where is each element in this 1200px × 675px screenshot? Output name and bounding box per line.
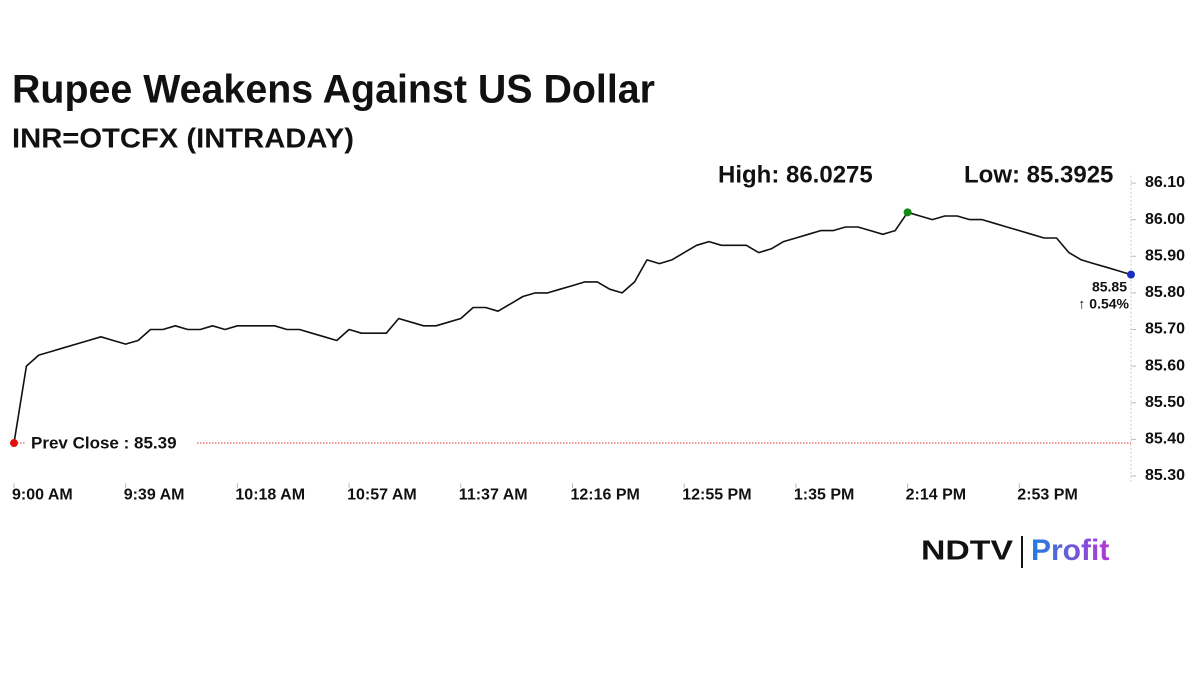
x-tick-label: 12:55 PM [682,487,751,504]
high-annotation: High: 86.0275 [718,161,873,188]
x-tick-label: 1:35 PM [794,487,854,504]
low-annotation: Low: 85.3925 [964,161,1113,188]
y-tick-label: 85.40 [1145,431,1185,448]
end-marker [1127,270,1135,279]
chart-subtitle: INR=OTCFX (INTRADAY) [12,122,354,153]
x-tick-label: 10:18 AM [235,487,305,504]
x-tick-label: 11:37 AM [459,487,528,504]
y-tick-label: 85.50 [1145,394,1185,411]
y-tick-label: 85.60 [1145,357,1185,374]
y-tick-label: 86.00 [1145,211,1185,228]
logo-profit: Profit [1031,534,1109,567]
x-tick-label: 2:53 PM [1017,487,1077,504]
x-tick-label: 10:57 AM [347,487,417,504]
y-tick-label: 86.10 [1145,174,1185,191]
y-tick-label: 85.90 [1145,247,1185,264]
last-value-label: 85.85 [1092,278,1127,294]
chart-title: Rupee Weakens Against US Dollar [12,68,655,112]
y-tick-label: 85.30 [1145,467,1185,484]
y-tick-label: 85.80 [1145,284,1185,301]
prev-close-bg [26,431,196,456]
logo-ndtv: NDTV [921,534,1013,565]
change-label: ↑ 0.54% [1078,295,1129,311]
start-marker [10,439,18,448]
x-tick-label: 2:14 PM [906,487,966,504]
y-tick-label: 85.70 [1145,321,1185,338]
prev-close-label: Prev Close : 85.39 [31,434,177,453]
x-tick-label: 9:39 AM [124,487,185,504]
x-tick-label: 12:16 PM [571,487,640,504]
price-line [13,211,1132,444]
x-tick-label: 9:00 AM [12,487,73,504]
high-marker [903,208,912,217]
